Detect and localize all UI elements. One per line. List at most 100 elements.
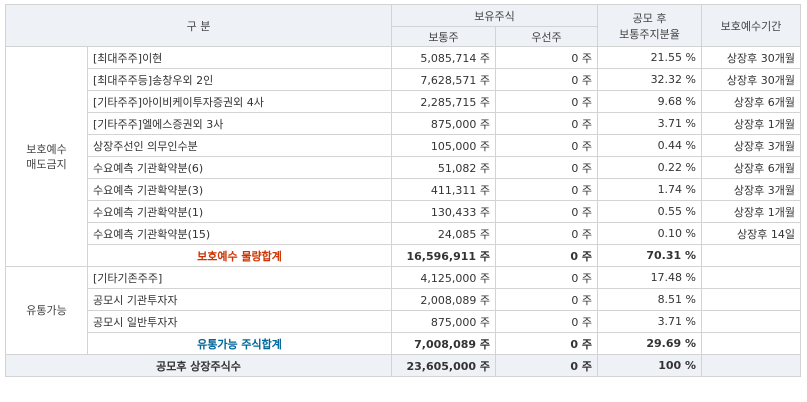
subtotal-common: 16,596,911 주 [391,244,496,267]
ratio-cell: 0.10 % [597,222,703,245]
grand-total-label: 공모후 상장주식수 [5,354,392,377]
ratio-cell: 3.71 % [597,112,703,135]
holder-cell: [기타주주]엘에스증권외 3사 [87,112,392,135]
table-header: 구 분 보유주식 공모 후 보통주지분율 보호예수기간 보통주 우선주 [5,4,802,47]
holder-cell: 수요예측 기관확약분(6) [87,156,392,179]
holder-cell: 수요예측 기관확약분(1) [87,200,392,223]
grand-total-preferred: 0 주 [494,354,599,377]
period-cell: 상장후 6개월 [701,156,802,179]
period-cell: 상장후 30개월 [701,46,802,69]
holdings-group-header: 보유주식 [390,4,599,27]
ratio-header-line1: 공모 후 [632,11,667,25]
preferred-cell: 0 주 [494,112,599,135]
subtotal-common: 7,008,089 주 [391,332,496,355]
preferred-cell: 0 주 [494,156,599,179]
preferred-cell: 0 주 [494,266,599,289]
subtotal-period [701,332,802,355]
preferred-cell: 0 주 [494,90,599,113]
preferred-cell: 0 주 [494,310,599,333]
common-cell: 105,000 주 [391,134,496,157]
common-cell: 411,311 주 [391,178,496,201]
group-label-line1: 보호예수 [26,142,67,156]
grand-total-common: 23,605,000 주 [391,354,496,377]
common-cell: 5,085,714 주 [391,46,496,69]
ratio-cell: 32.32 % [597,68,703,91]
common-cell: 130,433 주 [391,200,496,223]
common-cell: 24,085 주 [391,222,496,245]
subtotal-ratio: 29.69 % [597,332,703,355]
period-cell: 상장후 1개월 [701,200,802,223]
common-cell: 2,008,089 주 [391,288,496,311]
period-cell [701,310,802,333]
period-header: 보호예수기간 [701,4,802,47]
preferred-cell: 0 주 [494,200,599,223]
period-cell: 상장후 14일 [701,222,802,245]
holder-cell: [기타기존주주] [87,266,392,289]
preferred-cell: 0 주 [494,134,599,157]
subtotal-period [701,244,802,267]
ratio-cell: 0.44 % [597,134,703,157]
category-header: 구 분 [5,4,392,47]
preferred-cell: 0 주 [494,46,599,69]
period-cell: 상장후 6개월 [701,90,802,113]
period-cell [701,266,802,289]
ratio-cell: 21.55 % [597,46,703,69]
holder-cell: 수요예측 기관확약분(3) [87,178,392,201]
common-cell: 51,082 주 [391,156,496,179]
preferred-header: 우선주 [494,26,599,47]
period-cell [701,288,802,311]
grand-total-period [701,354,802,377]
subtotal-label: 보호예수 물량합계 [87,244,392,267]
holder-cell: 공모시 일반투자자 [87,310,392,333]
ratio-header: 공모 후 보통주지분율 [597,4,703,47]
ratio-cell: 8.51 % [597,288,703,311]
preferred-cell: 0 주 [494,178,599,201]
ratio-cell: 3.71 % [597,310,703,333]
ratio-cell: 9.68 % [597,90,703,113]
holder-cell: [최대주주등]송창우외 2인 [87,68,392,91]
group-label-line2: 매도금지 [26,157,67,171]
holder-cell: 수요예측 기관확약분(15) [87,222,392,245]
subtotal-ratio: 70.31 % [597,244,703,267]
preferred-cell: 0 주 [494,68,599,91]
preferred-cell: 0 주 [494,288,599,311]
grand-total-ratio: 100 % [597,354,703,377]
common-header: 보통주 [391,26,496,47]
ratio-cell: 17.48 % [597,266,703,289]
common-cell: 875,000 주 [391,112,496,135]
holder-cell: 공모시 기관투자자 [87,288,392,311]
group-label-line1: 유통가능 [26,304,67,317]
lockup-table: 구 분 보유주식 공모 후 보통주지분율 보호예수기간 보통주 우선주 보호예수… [5,4,802,377]
common-cell: 7,628,571 주 [391,68,496,91]
common-cell: 2,285,715 주 [391,90,496,113]
common-cell: 875,000 주 [391,310,496,333]
period-cell: 상장후 30개월 [701,68,802,91]
holder-cell: 상장주선인 의무인수분 [87,134,392,157]
ratio-cell: 1.74 % [597,178,703,201]
ratio-cell: 0.55 % [597,200,703,223]
holder-cell: [기타주주]아이비케이투자증권외 4사 [87,90,392,113]
group-label: 보호예수 매도금지 [5,46,88,267]
subtotal-preferred: 0 주 [494,332,599,355]
holder-cell: [최대주주]이현 [87,46,392,69]
ratio-cell: 0.22 % [597,156,703,179]
period-cell: 상장후 3개월 [701,134,802,157]
common-cell: 4,125,000 주 [391,266,496,289]
subtotal-label: 유통가능 주식합계 [87,332,392,355]
group-label: 유통가능 [5,266,88,355]
preferred-cell: 0 주 [494,222,599,245]
